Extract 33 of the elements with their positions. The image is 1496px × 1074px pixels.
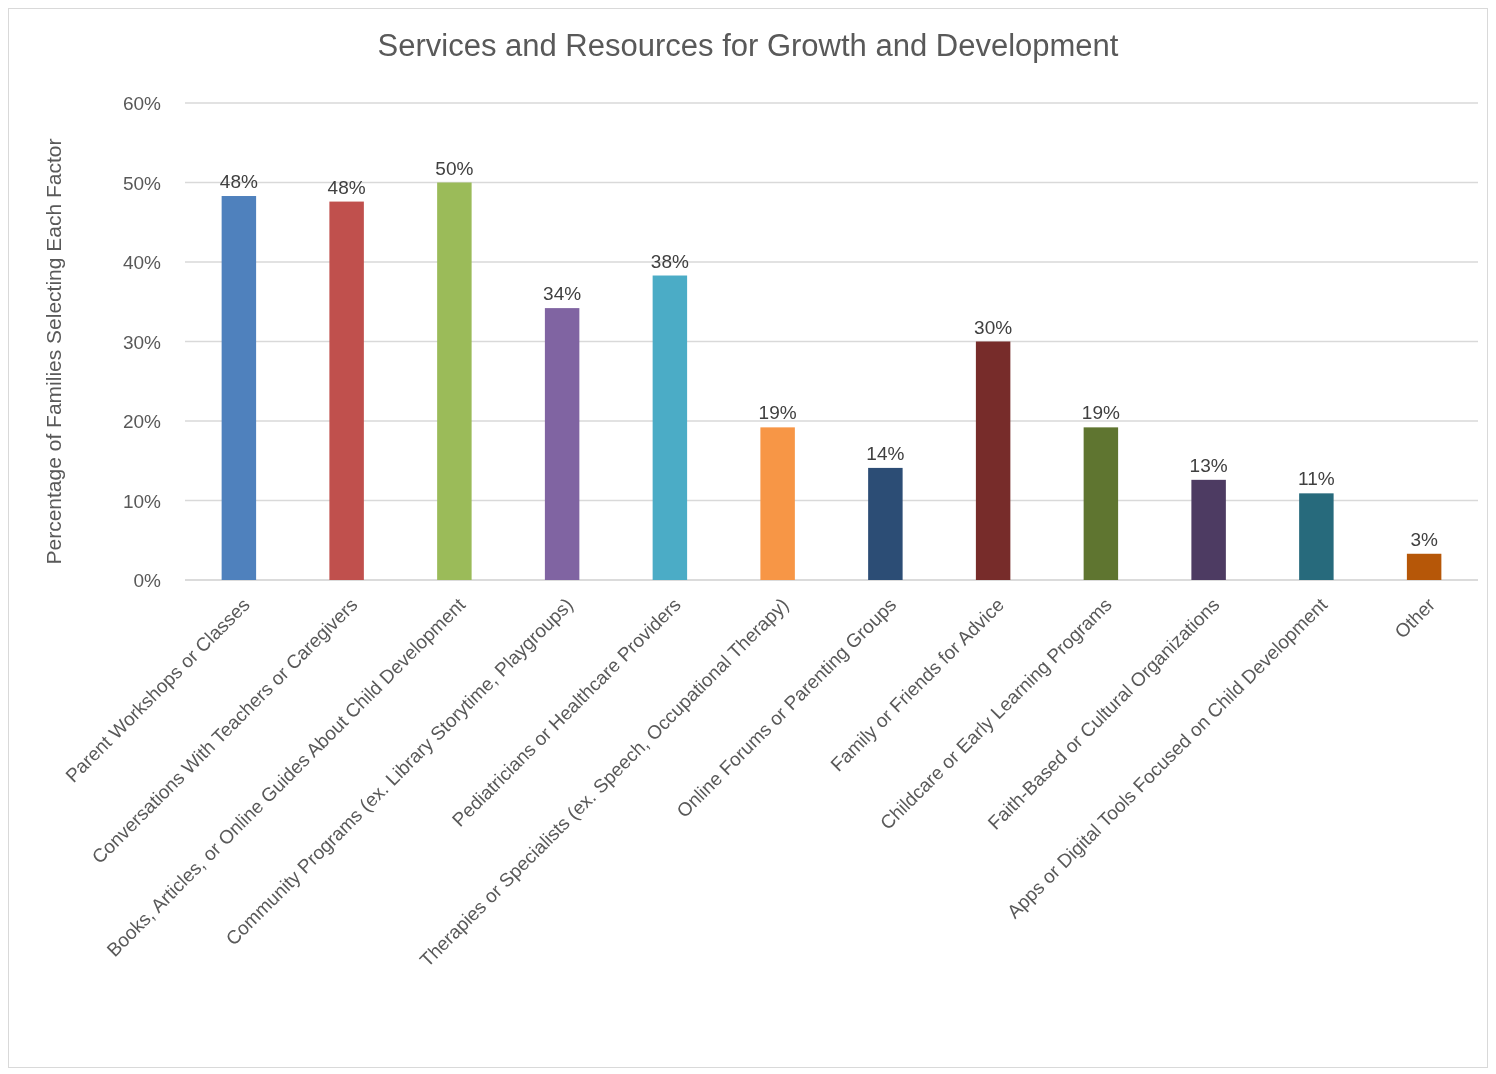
data-label: 48% — [327, 176, 366, 198]
data-label: 50% — [435, 157, 474, 179]
y-tick-label: 10% — [122, 490, 162, 512]
chart-title: Services and Resources for Growth and Development — [377, 28, 1119, 63]
bar — [1083, 427, 1119, 580]
bar — [329, 201, 364, 580]
data-label: 19% — [1081, 402, 1120, 424]
y-axis-title: Percentage of Families Selecting Each Factor — [42, 138, 65, 565]
bar — [544, 308, 580, 580]
data-label: 11% — [1298, 468, 1335, 490]
y-tick-label: 60% — [122, 93, 162, 114]
bar — [652, 275, 688, 580]
y-tick-label: 40% — [122, 252, 162, 273]
bar — [760, 427, 795, 580]
y-tick-label: 30% — [122, 331, 162, 353]
data-label: 19% — [758, 402, 797, 424]
data-label: 34% — [543, 283, 582, 305]
bar — [221, 196, 257, 580]
data-label: 48% — [219, 171, 258, 193]
bar — [1299, 493, 1334, 580]
y-tick-label: 50% — [122, 172, 162, 194]
bar — [437, 182, 472, 580]
bar — [975, 341, 1011, 580]
y-tick-label: 0% — [133, 570, 162, 591]
data-label: 38% — [650, 250, 689, 272]
y-tick-label: 20% — [122, 411, 162, 432]
data-label: 3% — [1410, 528, 1438, 550]
bar — [868, 467, 903, 580]
data-label: 13% — [1189, 454, 1228, 476]
bar — [1406, 553, 1442, 580]
data-label: 30% — [974, 316, 1013, 338]
data-label: 14% — [866, 442, 905, 464]
bar — [1191, 479, 1226, 580]
